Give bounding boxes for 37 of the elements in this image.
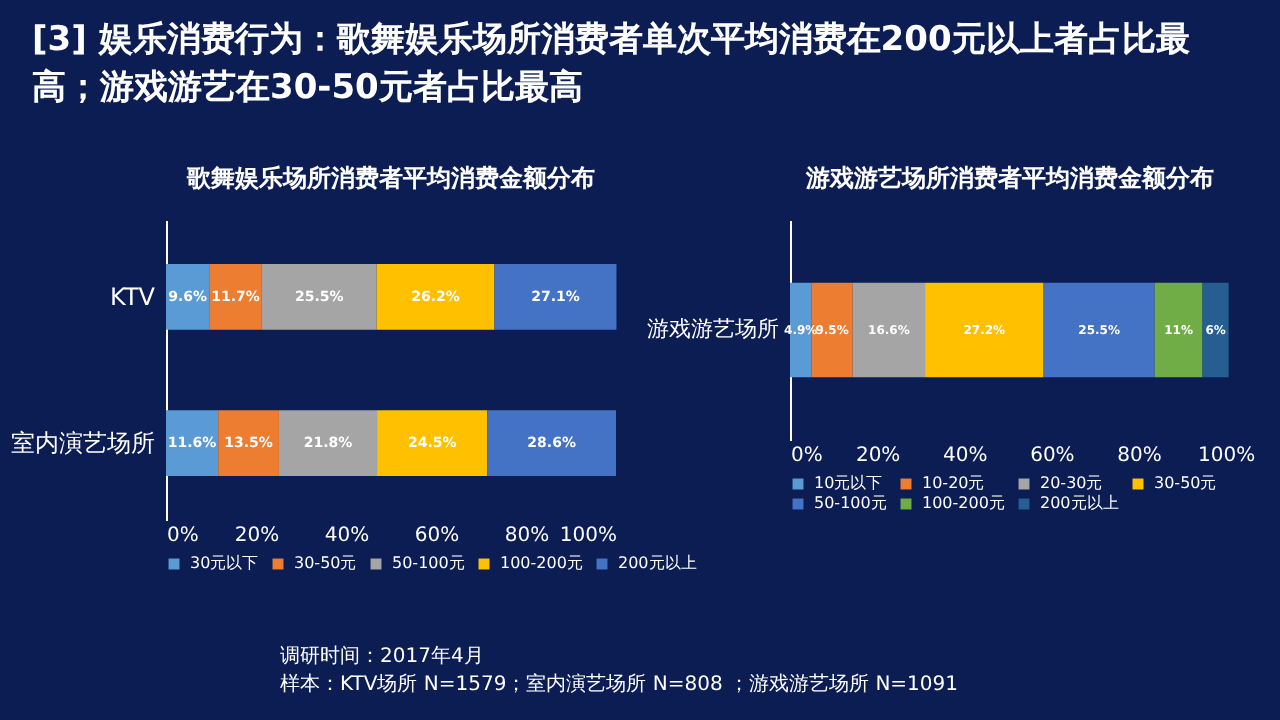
- x-tick-label: 100%: [559, 525, 617, 547]
- y-tick-label: KTV: [110, 282, 157, 311]
- bar: [925, 282, 1044, 378]
- legend-label: 30-50元: [1154, 474, 1217, 492]
- legend-label: 100-200元: [922, 494, 1005, 512]
- y-tick-label: 室内演艺场所: [11, 429, 155, 458]
- legend-label: 50-100元: [392, 554, 465, 572]
- x-tick-label: 40%: [943, 445, 988, 467]
- chart-title: [3] 娱乐消费行为：歌舞娱乐场所消费者单次平均消费在200元以上者占比最高；游戏游艺在30-50元者占比最高: [32, 18, 1192, 112]
- bar: [1154, 282, 1203, 378]
- bar: [852, 282, 926, 378]
- legend-label: 200元以上: [1040, 494, 1119, 512]
- text: 调研时间：2017年4月: [280, 644, 486, 672]
- x-tick-label: 20%: [855, 445, 901, 467]
- chart-title: 游戏游艺场所消费者平均消费金额分布: [804, 164, 1214, 192]
- x-tick-label: 20%: [234, 525, 280, 547]
- legend-label: 20-30元: [1040, 474, 1103, 492]
- legend-label: 200元以上: [618, 554, 697, 572]
- legend-label: 30元以下: [190, 554, 259, 572]
- y-tick-label: 游戏游艺场所: [647, 316, 779, 342]
- legend-label: 10元以下: [814, 474, 883, 492]
- x-tick-label: 60%: [1030, 445, 1075, 467]
- x-tick-label: 0%: [167, 525, 199, 547]
- bar: [1043, 282, 1155, 378]
- x-tick-label: 100%: [1198, 445, 1256, 467]
- x-tick-label: 80%: [1117, 445, 1162, 467]
- text: 样本：KTV场所 N=1579；室内演艺场所 N=808 ；游戏游艺场所 N=1091: [280, 672, 959, 700]
- x-tick-label: 0%: [791, 445, 823, 467]
- chart-subtitle: 歌舞娱乐场所消费者平均消费金额分布: [185, 164, 595, 192]
- x-tick-label: 40%: [324, 525, 370, 547]
- legend-label: 30-50元: [294, 554, 357, 572]
- legend-label: 100-200元: [500, 554, 583, 572]
- x-tick-label: 60%: [414, 525, 460, 547]
- legend-label: 50-100元: [814, 494, 887, 512]
- x-tick-label: 80%: [504, 525, 550, 547]
- bar: [1202, 282, 1229, 378]
- legend-label: 10-20元: [922, 474, 985, 492]
